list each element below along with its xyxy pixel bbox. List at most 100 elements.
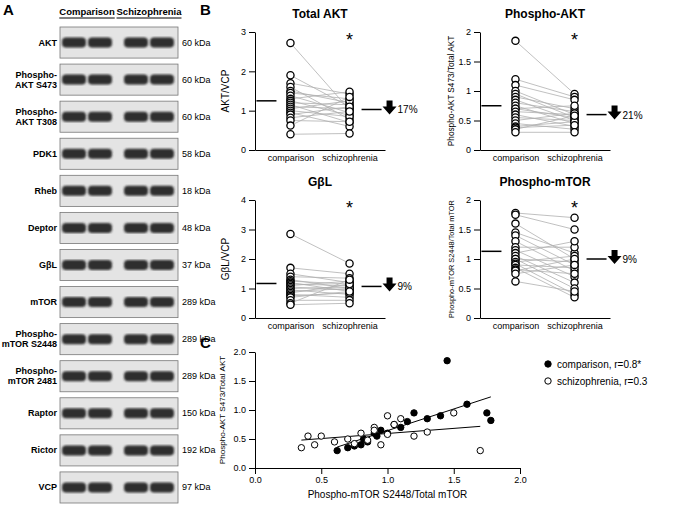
- blot-row: PDK158 kDa: [33, 138, 211, 169]
- significance: *: [571, 30, 578, 50]
- point: [391, 421, 397, 427]
- tick-label: 0.0: [233, 463, 246, 473]
- blot-frame: [60, 101, 178, 132]
- blot-frame: [60, 287, 178, 318]
- point: [571, 122, 578, 129]
- blot-band: [62, 408, 86, 418]
- pair-line: [290, 97, 349, 126]
- blot-row: Phospho-mTOR S2448289 kDa: [2, 324, 216, 355]
- group-underline: [117, 18, 182, 19]
- blot-band: [62, 75, 86, 85]
- change-label: 21%: [623, 110, 643, 121]
- category-label: comparison: [493, 321, 540, 331]
- axis-line: [255, 33, 256, 151]
- point: [571, 102, 578, 109]
- size-label: 192 kDa: [182, 445, 216, 455]
- tick: 3: [241, 225, 255, 235]
- axis-title: Phospho-mTOR S2448/Total mTOR: [308, 489, 468, 500]
- size-label: 97 kDa: [182, 482, 211, 492]
- tick: schizophrenia: [322, 150, 378, 163]
- point: [346, 276, 353, 283]
- point: [411, 410, 417, 416]
- point: [571, 270, 578, 277]
- point: [571, 261, 578, 268]
- point: [571, 238, 578, 245]
- tick: 0.5: [458, 116, 480, 126]
- blot-band: [88, 149, 112, 159]
- scatter-plot: 0.00.51.01.52.00.00.51.01.52.0Phospho-mT…: [218, 347, 648, 500]
- pair-line: [290, 280, 349, 304]
- blot-band: [150, 371, 174, 381]
- paired-plot: 00.511.52comparisonschizophrenia9%*Phosp…: [447, 175, 637, 331]
- blot-band: [62, 260, 86, 270]
- paired-plot: 0123comparisonschizophrenia17%*Total AKT…: [220, 7, 418, 163]
- group-underline: [59, 18, 114, 19]
- blot-band: [62, 482, 86, 492]
- tick: 1.5: [233, 376, 255, 386]
- point: [444, 358, 450, 364]
- category-label: comparison: [493, 153, 540, 163]
- row-label: VCP: [38, 482, 57, 492]
- row-label: Phospho-AKT T308: [15, 107, 57, 127]
- fit-line: [337, 397, 491, 447]
- point: [512, 270, 519, 277]
- blot-band: [124, 38, 148, 48]
- point: [571, 226, 578, 233]
- blot-band: [88, 75, 112, 85]
- tick: 1.5: [448, 468, 461, 485]
- tick: 2.0: [514, 468, 527, 485]
- tick-mark: [249, 289, 255, 290]
- point: [571, 129, 578, 136]
- blot-row: Phospho-AKT T30860 kDa: [15, 101, 210, 132]
- y-axis: 0123: [241, 27, 256, 155]
- tick-mark: [474, 230, 480, 231]
- point: [411, 433, 417, 439]
- blot-frame: [60, 361, 178, 392]
- pair-line: [290, 234, 349, 263]
- mean-line: [362, 109, 382, 111]
- arrow: [608, 106, 622, 120]
- blot-band: [88, 371, 112, 381]
- point: [484, 410, 490, 416]
- tick-mark: [474, 32, 480, 33]
- tick: 1.0: [382, 468, 395, 485]
- title: Phospho-mTOR: [499, 175, 590, 189]
- tick-label: 0: [241, 145, 246, 155]
- point: [424, 416, 430, 422]
- tick-mark: [249, 71, 255, 72]
- blot-band: [150, 408, 174, 418]
- blot-frame: [60, 175, 178, 206]
- size-label: 37 kDa: [182, 260, 211, 270]
- blot-band: [124, 75, 148, 85]
- tick: 0.5: [315, 468, 328, 485]
- point: [298, 445, 304, 451]
- pair-line: [290, 289, 349, 292]
- point: [512, 220, 519, 227]
- change-label: 17%: [398, 104, 418, 115]
- tick-label: 1: [241, 284, 246, 294]
- pair-line: [290, 283, 349, 292]
- tick-mark: [474, 62, 480, 63]
- tick: 0.5: [233, 434, 255, 444]
- tick-label: 1.5: [448, 475, 461, 485]
- tick-label: 0.5: [315, 475, 328, 485]
- blot-band: [62, 149, 86, 159]
- row-label: Deptor: [28, 223, 57, 233]
- tick-mark: [454, 468, 455, 474]
- point: [346, 260, 353, 267]
- tick-mark: [249, 468, 255, 469]
- blot-band: [88, 297, 112, 307]
- blot-row: Rheb18 kDa: [35, 175, 211, 206]
- tick-mark: [474, 121, 480, 122]
- fit-line: [301, 426, 480, 440]
- category-label: comparison: [268, 153, 315, 163]
- axis-title: GβL/VCP: [220, 237, 231, 280]
- tick-mark: [474, 150, 480, 151]
- pair-line: [290, 291, 349, 297]
- marks: [298, 358, 494, 454]
- tick-mark: [474, 91, 480, 92]
- pair-line: [515, 270, 574, 274]
- row-label: Rheb: [35, 186, 58, 196]
- axis-line: [480, 33, 481, 151]
- pair-line: [515, 94, 574, 118]
